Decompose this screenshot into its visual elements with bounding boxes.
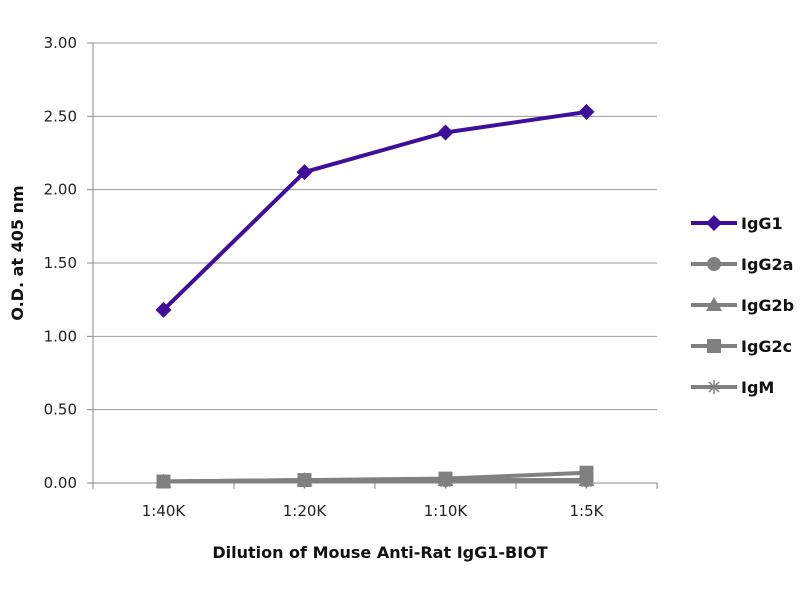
x-tick-label: 1:40K: [142, 502, 187, 520]
y-tick-label: 2.50: [44, 107, 77, 125]
y-tick-label: 2.00: [44, 181, 77, 199]
y-axis-title: O.D. at 405 nm: [8, 185, 27, 320]
x-tick-label: 1:20K: [283, 502, 328, 520]
y-tick-label: 3.00: [44, 34, 77, 52]
legend-label: IgG2a: [741, 255, 793, 274]
legend-label: IgG1: [741, 214, 783, 233]
legend-marker-igm: [707, 380, 721, 394]
series-line-igg2a: [163, 478, 587, 484]
legend-label: IgM: [741, 378, 774, 397]
legend-marker-igg2b: [706, 297, 722, 311]
data-point-igg2a: [297, 473, 312, 488]
legend-label: IgG2b: [741, 296, 794, 315]
legend-marker-igg2c: [707, 339, 721, 353]
y-tick-label: 0.00: [44, 474, 77, 492]
data-point-igg1: [155, 301, 172, 318]
legend-marker-igg1: [706, 215, 722, 231]
data-point-igg1: [578, 103, 595, 120]
x-tick-label: 1:10K: [424, 502, 469, 520]
y-tick-label: 1.50: [44, 254, 77, 272]
y-tick-label: 1.00: [44, 327, 77, 345]
data-point-igg2a: [156, 474, 171, 489]
data-point-igg1: [437, 124, 454, 141]
data-point-igg1: [296, 164, 313, 181]
data-point-igg2a: [438, 473, 453, 488]
x-tick-label: 1:5K: [570, 502, 605, 520]
legend-marker-igg2a: [707, 257, 721, 271]
data-point-igg2a: [579, 473, 594, 488]
series-line-igg1: [162, 109, 587, 312]
y-tick-label: 0.50: [44, 401, 77, 419]
x-axis-title: Dilution of Mouse Anti-Rat IgG1-BIOT: [212, 543, 547, 562]
legend-label: IgG2c: [741, 337, 792, 356]
